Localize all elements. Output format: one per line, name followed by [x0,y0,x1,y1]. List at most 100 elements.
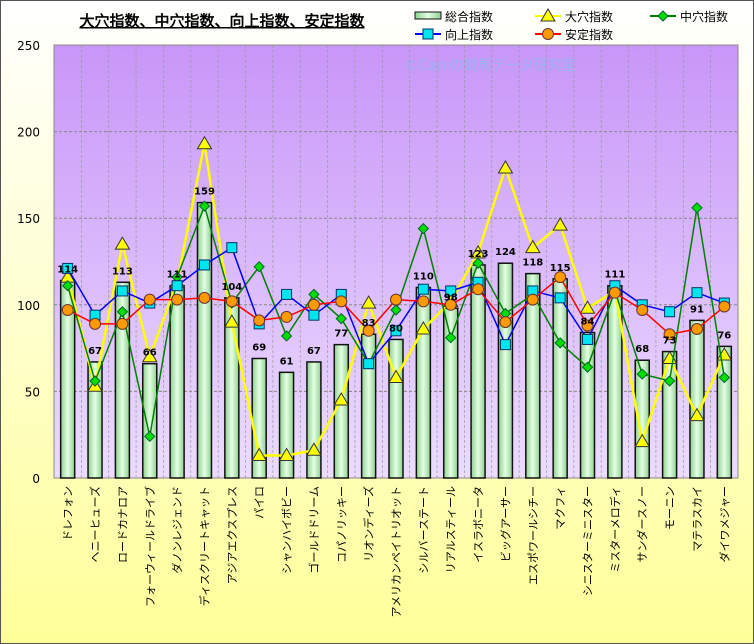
marker-安定指数 [499,316,512,329]
marker-安定指数 [581,319,594,332]
marker-中穴指数 [280,330,293,342]
bar-シルバーステート [415,286,432,479]
marker-大穴指数 [388,369,404,384]
marker-中穴指数 [198,200,211,212]
marker-中穴指数 [636,368,648,380]
marker-向上指数 [363,358,375,370]
x-tick-label: マテラスカイ [691,486,704,552]
marker-大穴指数 [333,392,350,406]
bar-value-label: 68 [635,344,649,355]
marker-向上指数 [554,292,566,304]
bar-value-label: 80 [389,323,403,334]
x-tick-label: ダイワメジャー [717,486,731,562]
watermark: ©Caniの競馬データ研究室 [404,57,575,74]
x-tick-label: ゴールドドリーム [307,486,321,574]
x-tick-label: シャンハイボビー [281,486,294,574]
bar-value-label: 77 [334,329,348,340]
marker-安定指数 [89,317,102,330]
bar-value-label: 118 [522,258,543,269]
bar-value-label: 84 [581,317,595,328]
marker-大穴指数 [689,407,705,422]
marker-大穴指数 [579,300,596,314]
x-tick-label: イスラボニータ [472,486,485,563]
y-tick-label: 50 [25,385,40,399]
x-tick-label: コパノリッキー [335,486,348,563]
marker-向上指数 [582,333,594,345]
marker-安定指数 [718,300,731,313]
legend-label: 大穴指数 [565,9,613,24]
marker-安定指数 [472,283,485,296]
x-tick-label: ロードカナロア [116,486,129,563]
marker-安定指数 [444,298,457,311]
bar-value-label: 111 [604,270,625,281]
marker-安定指数 [198,291,211,304]
marker-安定指数 [307,298,320,311]
marker-安定指数 [663,328,676,341]
marker-大穴指数 [524,239,541,254]
marker-中穴指数 [691,202,703,214]
marker-安定指数 [417,295,430,308]
x-tick-label: シニスターミニスター [582,486,595,596]
x-tick-label: ヘニーヒューズ [88,486,102,562]
marker-向上指数 [664,306,676,318]
marker-安定指数 [143,293,156,306]
marker-大穴指数 [634,433,651,448]
legend-swatch-総合指数 [414,11,442,20]
bar-value-label: 76 [717,330,731,341]
bar-value-label: 61 [280,356,294,367]
bar-フォーウィールドライブ [142,362,158,479]
bar-マテラスカイ [689,319,705,479]
bar-ロードカナロア [114,281,131,479]
marker-安定指数 [116,317,129,330]
marker-大穴指数 [196,135,213,150]
bar-value-label: 67 [88,346,102,357]
x-tick-label: ミスターメロディ [608,486,622,573]
bar-value-label: 159 [194,187,215,198]
legend-marker-中穴指数 [657,10,669,22]
marker-大穴指数 [141,348,158,363]
marker-中穴指数 [554,337,566,349]
marker-向上指数 [390,325,402,337]
x-tick-label: リオンディーズ [362,486,376,562]
bar-value-label: 114 [57,265,78,276]
x-tick-label: アメリカンペイトリオット [390,486,403,617]
x-tick-label: ドレフォン [62,486,75,541]
legend-marker-安定指数 [542,28,554,40]
legend-label: 向上指数 [445,27,493,42]
marker-中穴指数 [472,257,484,269]
legend-marker-大穴指数 [540,8,556,22]
marker-中穴指数 [144,430,156,443]
marker-中穴指数 [663,375,676,387]
y-tick-label: 250 [17,39,40,53]
bar-ディスクリートキャット [196,201,213,479]
bar-value-label: 104 [221,282,242,293]
marker-安定指数 [554,271,567,284]
bar-value-label: 66 [143,348,157,359]
marker-大穴指数 [415,321,432,335]
marker-中穴指数 [581,361,594,373]
marker-向上指数 [691,287,703,299]
bar-ダノンレジェンド [169,284,185,479]
bar-value-label: 123 [468,249,489,260]
marker-中穴指数 [445,332,457,344]
bar-アメリカンペイトリオット [388,338,404,479]
marker-向上指数 [281,288,293,300]
chart-title: 大穴指数、中穴指数、向上指数、安定指数 [79,12,365,30]
legend-label: 総合指数 [445,9,493,24]
marker-大穴指数 [497,159,514,174]
bar-value-label: 73 [663,336,677,347]
marker-大穴指数 [360,295,377,309]
x-tick-label: ダノンレジェンド [170,486,184,574]
bar-マクフィ [552,278,568,479]
marker-向上指数 [308,309,320,321]
legend-label: 中穴指数 [680,9,728,24]
marker-中穴指数 [417,222,430,235]
marker-中穴指数 [116,306,129,318]
y-tick-label: 200 [17,126,40,140]
bar-エスポワールシチー [525,272,541,479]
marker-安定指数 [526,293,539,306]
marker-安定指数 [225,295,238,308]
y-tick-label: 150 [17,212,40,226]
bar-value-label: 111 [167,270,188,281]
